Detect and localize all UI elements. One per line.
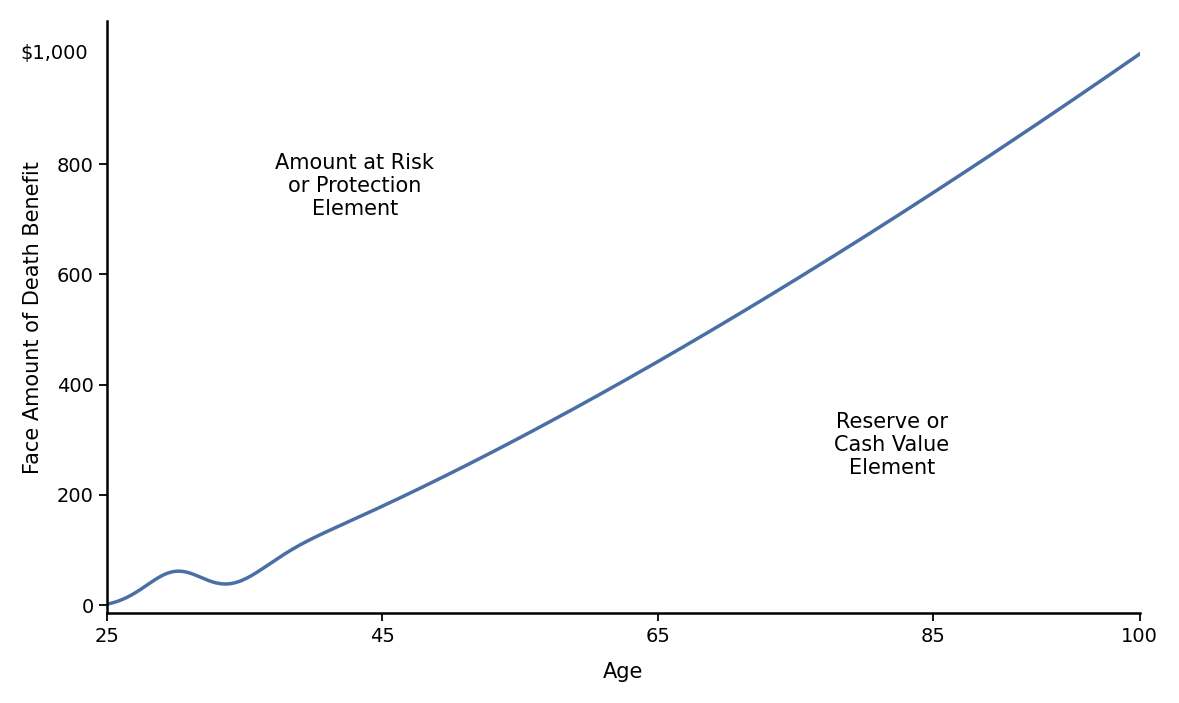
Text: $1,000: $1,000	[21, 44, 88, 63]
Y-axis label: Face Amount of Death Benefit: Face Amount of Death Benefit	[22, 160, 42, 474]
X-axis label: Age: Age	[604, 662, 644, 682]
Text: Amount at Risk
or Protection
Element: Amount at Risk or Protection Element	[276, 153, 434, 219]
Text: Reserve or
Cash Value
Element: Reserve or Cash Value Element	[835, 412, 949, 479]
